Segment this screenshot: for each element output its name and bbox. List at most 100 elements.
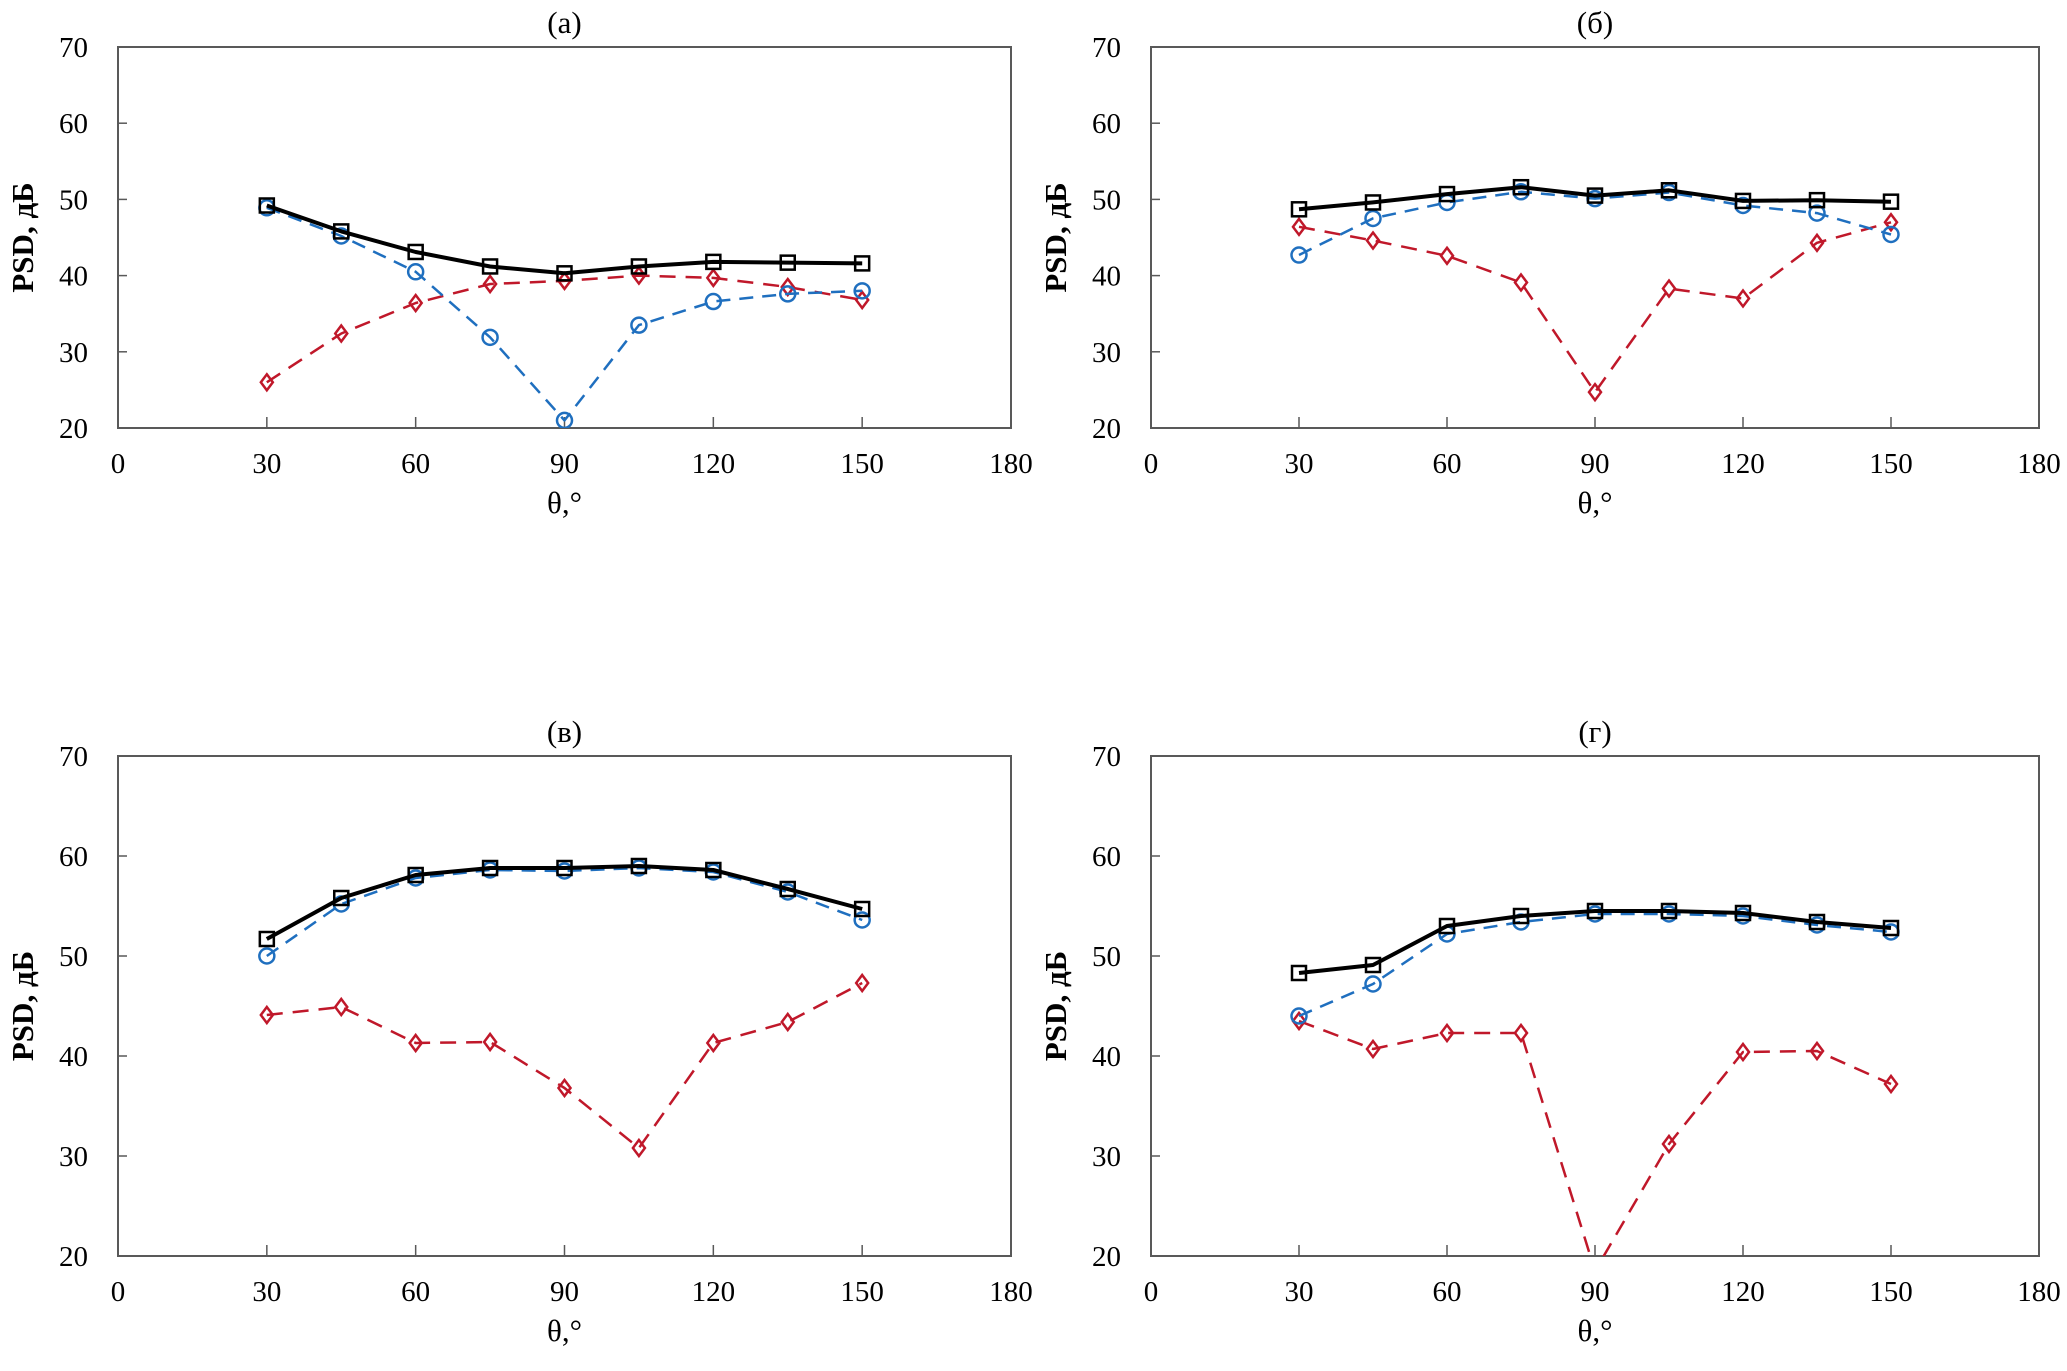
x-tick-label: 120 [1721, 448, 1765, 480]
x-tick-label: 150 [1869, 448, 1913, 480]
series-line-black-square [1298, 909, 1892, 975]
y-tick-label: 60 [1092, 108, 1121, 140]
data-point-red-diamond [780, 1011, 796, 1033]
y-tick-label: 20 [1092, 1241, 1121, 1273]
series-line-red-diamond [1298, 1019, 1892, 1256]
data-point-black-square [1290, 964, 1308, 982]
x-tick-label: 30 [1285, 1276, 1314, 1308]
y-tick-label: 40 [1092, 1041, 1121, 1073]
data-point-black-square [1660, 182, 1678, 199]
data-point-blue-circle [853, 911, 871, 929]
data-point-red-diamond [482, 1031, 498, 1053]
data-point-black-square [779, 880, 796, 898]
data-point-red-diamond [705, 1032, 721, 1054]
data-point-black-square [1586, 187, 1604, 204]
data-point-black-square [1808, 913, 1826, 931]
data-point-black-square [1882, 193, 1900, 210]
data-point-black-square [556, 859, 573, 877]
plot-area [258, 857, 871, 1159]
series-line-red-diamond [266, 981, 863, 1150]
y-tick-label: 30 [1092, 1141, 1121, 1173]
data-point-red-diamond [1735, 288, 1751, 309]
y-tick-label: 50 [59, 941, 88, 973]
series-line-black-square [265, 864, 863, 941]
panel-a: (а) 20 30 40 50 60 70 0 30 60 90 120 150 180 θ,° PSD, д… [5, 5, 1033, 520]
y-axis-label: PSD, дБ [1038, 182, 1073, 292]
data-point-black-square [853, 900, 871, 918]
x-tick-label: 90 [550, 448, 579, 480]
data-point-red-diamond [1883, 1073, 1899, 1095]
data-point-black-square [1290, 201, 1308, 218]
x-axis-label: θ,° [547, 485, 582, 520]
data-point-red-diamond [482, 273, 498, 295]
x-tick-label: 120 [692, 448, 736, 480]
x-tick-label: 90 [550, 1276, 579, 1308]
data-point-red-diamond [1587, 382, 1603, 403]
x-tick-label: 150 [840, 448, 884, 480]
x-tick-label: 60 [1433, 448, 1462, 480]
y-tick-label: 60 [1092, 841, 1121, 873]
x-tick-label: 0 [1144, 1276, 1159, 1308]
data-point-black-square [1512, 907, 1530, 925]
series-line-red-diamond [266, 274, 863, 384]
data-point-red-diamond [1735, 1041, 1751, 1063]
x-tick-label: 150 [840, 1276, 884, 1308]
data-point-blue-circle [406, 263, 425, 281]
data-point-blue-circle [1364, 975, 1382, 993]
x-tick-label: 90 [1581, 1276, 1610, 1308]
data-point-black-square [630, 258, 648, 275]
y-axis-label: PSD, дБ [5, 182, 40, 292]
x-tick-label: 60 [1433, 1276, 1462, 1308]
data-point-red-diamond [259, 1004, 275, 1026]
y-tick-label: 40 [59, 261, 88, 293]
series-line-blue-circle [266, 206, 863, 422]
y-tick-label: 20 [59, 1241, 88, 1273]
data-point-blue-circle [853, 282, 871, 300]
panel-b: (б) 20 30 40 50 60 70 0 30 60 90 120 150 180 θ,° PSD, д… [1038, 5, 2061, 520]
x-tick-label: 60 [401, 448, 430, 480]
y-tick-label: 30 [59, 1141, 88, 1173]
plot-frame [117, 46, 1012, 429]
data-point-red-diamond [1883, 212, 1899, 233]
y-axis-label: PSD, дБ [5, 951, 40, 1061]
x-axis-label: θ,° [1578, 485, 1613, 520]
data-point-red-diamond [1439, 1022, 1455, 1044]
data-point-blue-circle [1882, 225, 1900, 244]
data-point-red-diamond [1513, 1022, 1529, 1044]
data-point-red-diamond [333, 323, 349, 344]
panel-title: (а) [547, 5, 581, 40]
y-tick-label: 70 [1092, 741, 1121, 773]
data-point-black-square [258, 197, 276, 214]
data-point-red-diamond [1365, 1038, 1381, 1060]
data-point-red-diamond [705, 267, 721, 288]
data-point-black-square [1734, 192, 1752, 210]
y-axis-label: PSD, дБ [1038, 951, 1073, 1061]
data-point-red-diamond [408, 1032, 424, 1054]
data-point-red-diamond [1809, 232, 1825, 253]
data-point-blue-circle [1290, 246, 1308, 264]
data-point-black-square [1882, 919, 1900, 937]
plot-frame [117, 755, 1012, 1257]
data-point-blue-circle [779, 285, 797, 303]
data-point-black-square [556, 265, 573, 282]
data-point-black-square [407, 866, 424, 884]
x-tick-label: 0 [1144, 448, 1159, 480]
data-point-black-square [333, 223, 350, 240]
plot-area [1290, 902, 1900, 1256]
y-tick-label: 50 [1092, 941, 1121, 973]
data-point-black-square [1808, 191, 1826, 209]
data-point-blue-circle [1290, 1007, 1308, 1025]
data-point-red-diamond [556, 270, 573, 292]
y-tick-label: 70 [59, 32, 88, 64]
data-point-black-square [481, 258, 499, 275]
data-point-blue-circle [258, 947, 276, 965]
data-point-black-square [1586, 902, 1604, 920]
data-point-black-square [1438, 917, 1456, 935]
plot-area [1290, 178, 1900, 403]
y-tick-label: 40 [59, 1041, 88, 1073]
data-point-blue-circle [555, 411, 574, 428]
panel-g: (г) 20 30 40 50 60 70 0 30 60 90 120 150 180 θ,° PSD, д… [1038, 714, 2061, 1348]
data-point-red-diamond [333, 996, 349, 1018]
data-point-red-diamond [556, 1077, 573, 1099]
x-tick-label: 90 [1581, 448, 1610, 480]
